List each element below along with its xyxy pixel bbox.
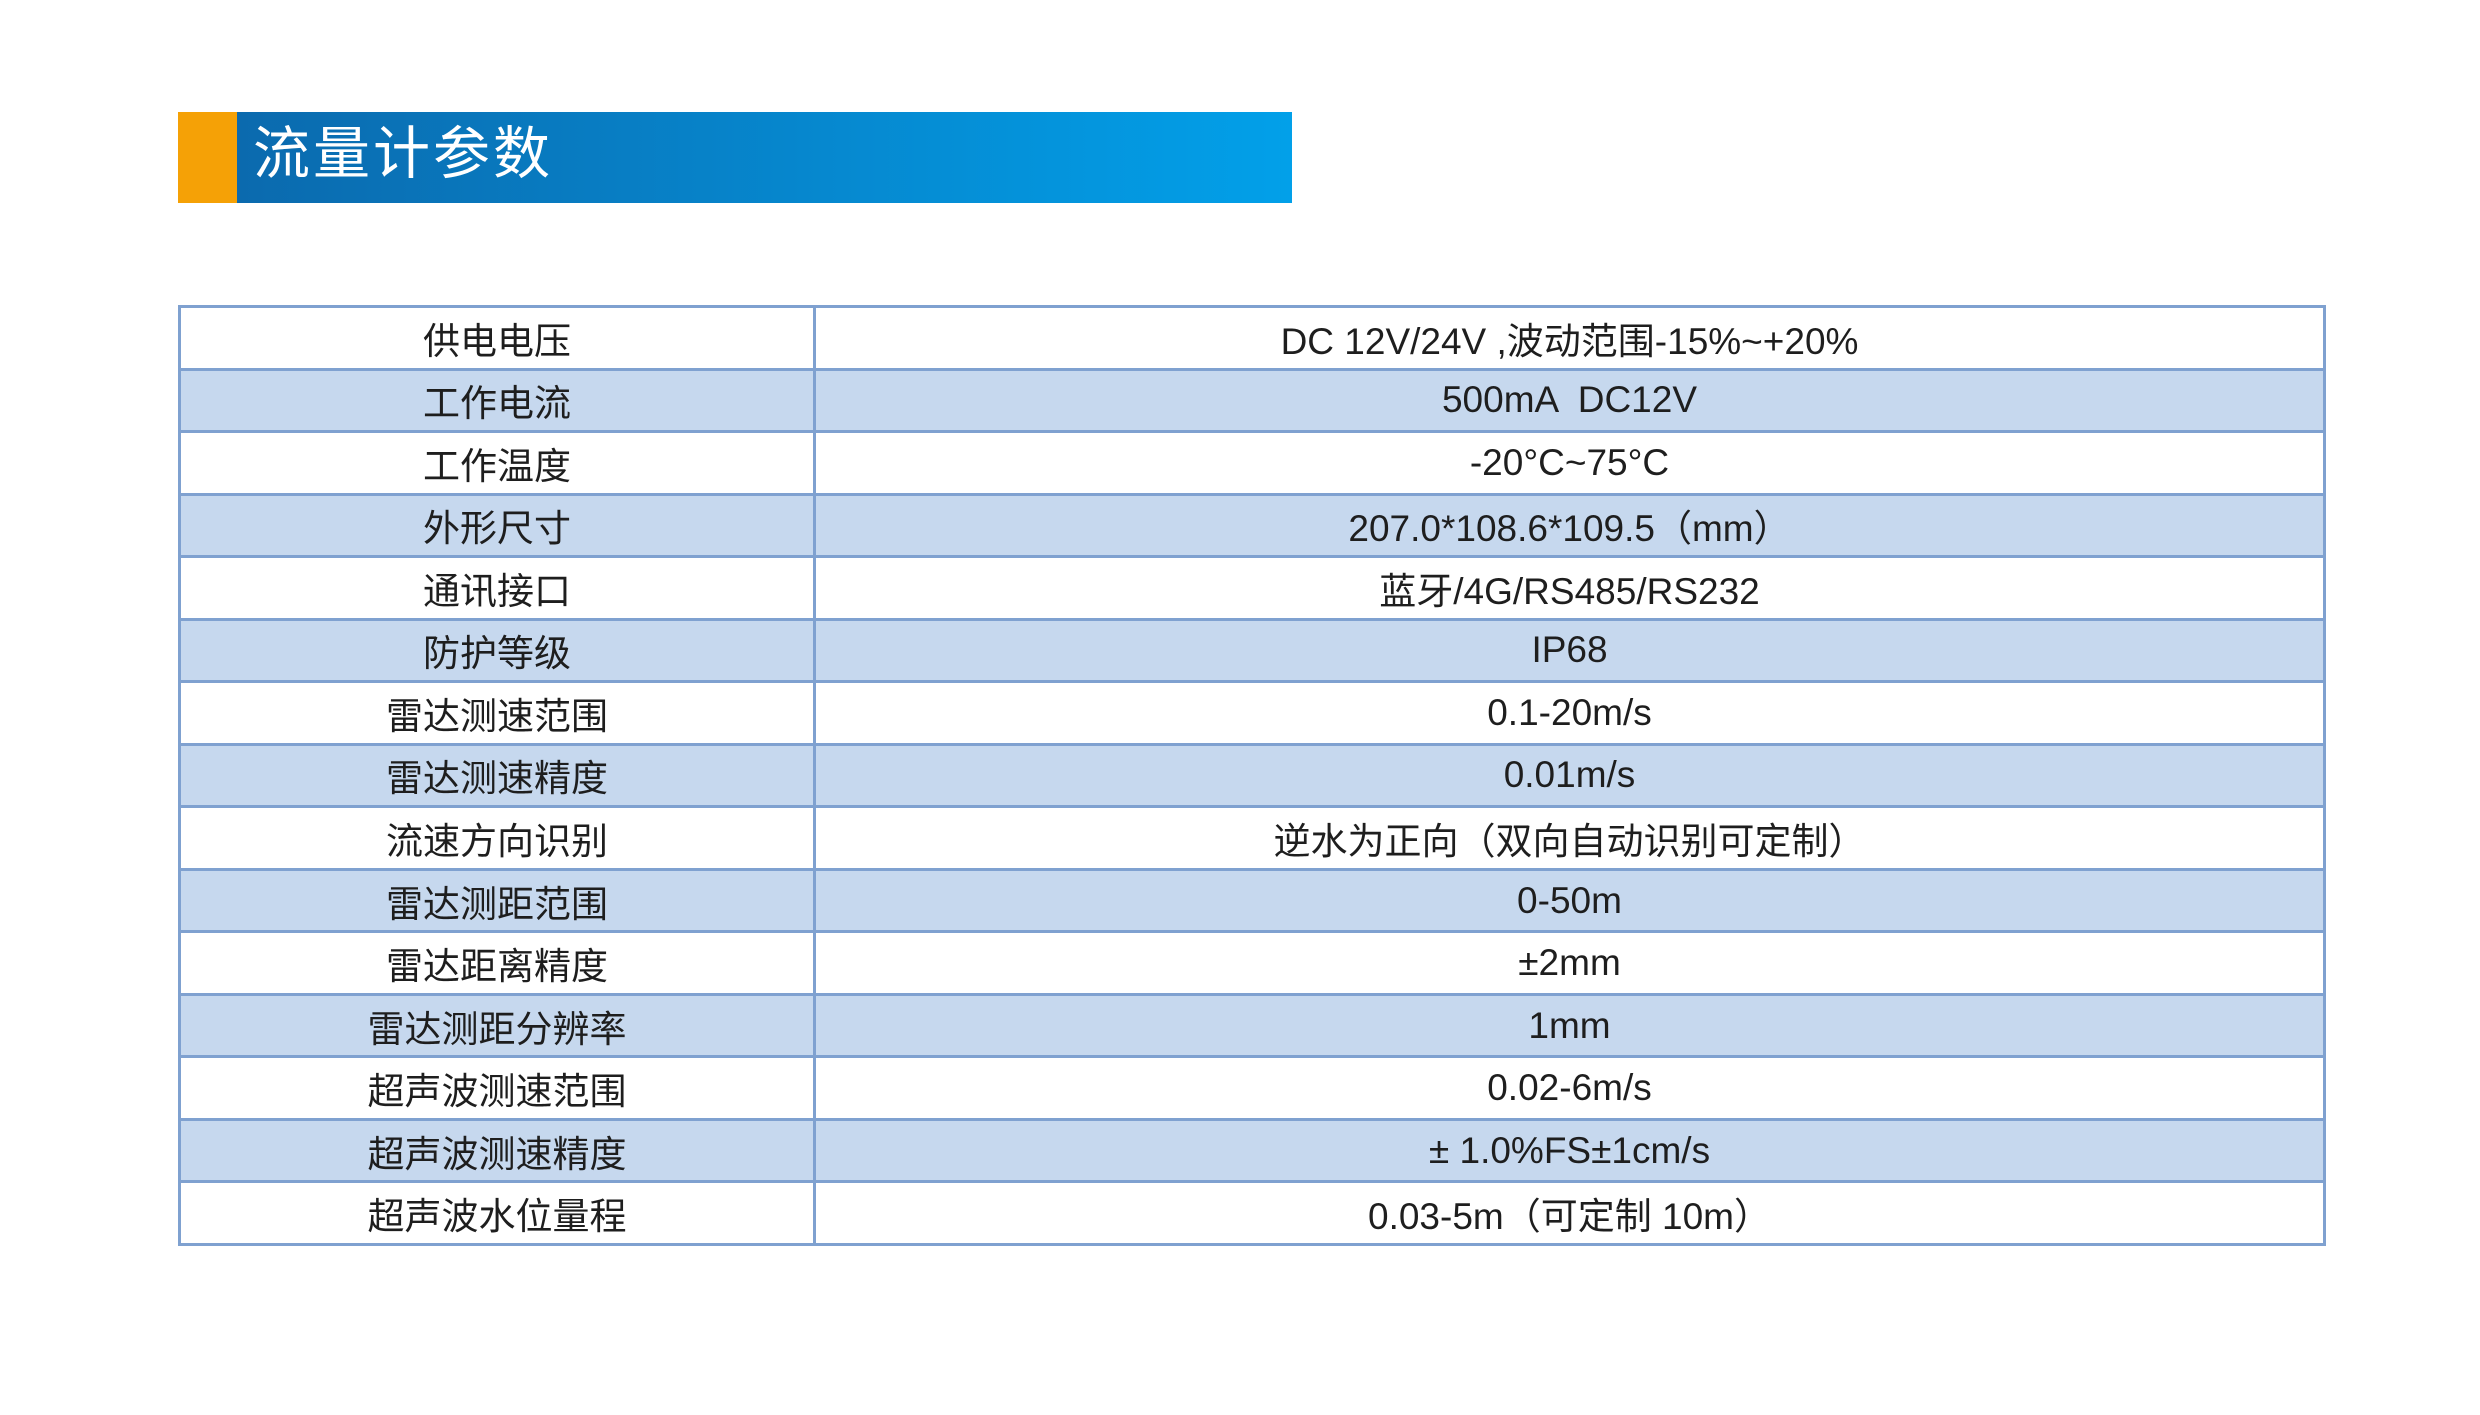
- param-value-cell: 0-50m: [813, 867, 2326, 934]
- param-value-cell: ± 1.0%FS±1cm/s: [813, 1117, 2326, 1184]
- table-row: 流速方向识别 逆水为正向（双向自动识别可定制）: [178, 805, 2326, 871]
- param-label-cell: 流速方向识别: [178, 805, 816, 871]
- param-label-cell: 超声波测速精度: [178, 1117, 816, 1184]
- table-row: 雷达测速范围 0.1-20m/s: [178, 680, 2326, 746]
- param-label-cell: 工作电流: [178, 367, 816, 434]
- param-label-cell: 雷达测速精度: [178, 742, 816, 809]
- param-label-cell: 通讯接口: [178, 555, 816, 621]
- page-title: 流量计参数: [253, 122, 553, 186]
- header-title-bar: 流量计参数: [237, 112, 1292, 203]
- param-value-cell: 1mm: [813, 992, 2326, 1059]
- table-row: 外形尺寸 207.0*108.6*109.5（mm）: [178, 492, 2326, 559]
- param-label-cell: 工作温度: [178, 430, 816, 496]
- table-row: 雷达测速精度 0.01m/s: [178, 742, 2326, 809]
- param-label-cell: 防护等级: [178, 617, 816, 684]
- param-value-cell: 0.03-5m（可定制 10m）: [813, 1180, 2326, 1246]
- param-label-cell: 超声波测速范围: [178, 1055, 816, 1121]
- table-row: 超声波测速范围 0.02-6m/s: [178, 1055, 2326, 1121]
- param-label-cell: 雷达距离精度: [178, 930, 816, 996]
- param-value-cell: DC 12V/24V ,波动范围-15%~+20%: [813, 305, 2326, 371]
- table-row: 雷达距离精度 ±2mm: [178, 930, 2326, 996]
- param-value-cell: -20°C~75°C: [813, 430, 2326, 496]
- table-row: 供电电压 DC 12V/24V ,波动范围-15%~+20%: [178, 305, 2326, 371]
- param-label-cell: 雷达测速范围: [178, 680, 816, 746]
- param-value-cell: 500mA DC12V: [813, 367, 2326, 434]
- param-label-cell: 雷达测距分辨率: [178, 992, 816, 1059]
- param-value-cell: IP68: [813, 617, 2326, 684]
- table-row: 超声波水位量程 0.03-5m（可定制 10m）: [178, 1180, 2326, 1246]
- table-row: 工作温度 -20°C~75°C: [178, 430, 2326, 496]
- table-row: 雷达测距分辨率 1mm: [178, 992, 2326, 1059]
- param-value-cell: 0.02-6m/s: [813, 1055, 2326, 1121]
- param-value-cell: 207.0*108.6*109.5（mm）: [813, 492, 2326, 559]
- param-label-cell: 供电电压: [178, 305, 816, 371]
- spec-table-body: 供电电压 DC 12V/24V ,波动范围-15%~+20% 工作电流 500mA D…: [178, 305, 2326, 1246]
- param-label-cell: 超声波水位量程: [178, 1180, 816, 1246]
- param-value-cell: 0.01m/s: [813, 742, 2326, 809]
- param-value-cell: ±2mm: [813, 930, 2326, 996]
- spec-table: 供电电压 DC 12V/24V ,波动范围-15%~+20% 工作电流 500mA D…: [178, 305, 2326, 1246]
- param-value-cell: 0.1-20m/s: [813, 680, 2326, 746]
- table-row: 雷达测距范围 0-50m: [178, 867, 2326, 934]
- table-row: 防护等级 IP68: [178, 617, 2326, 684]
- param-label-cell: 外形尺寸: [178, 492, 816, 559]
- section-header: 流量计参数: [178, 112, 1292, 203]
- param-label-cell: 雷达测距范围: [178, 867, 816, 934]
- param-value-cell: 逆水为正向（双向自动识别可定制）: [813, 805, 2326, 871]
- orange-accent-block: [178, 112, 237, 203]
- table-row: 通讯接口 蓝牙/4G/RS485/RS232: [178, 555, 2326, 621]
- param-value-cell: 蓝牙/4G/RS485/RS232: [813, 555, 2326, 621]
- table-row: 超声波测速精度 ± 1.0%FS±1cm/s: [178, 1117, 2326, 1184]
- table-row: 工作电流 500mA DC12V: [178, 367, 2326, 434]
